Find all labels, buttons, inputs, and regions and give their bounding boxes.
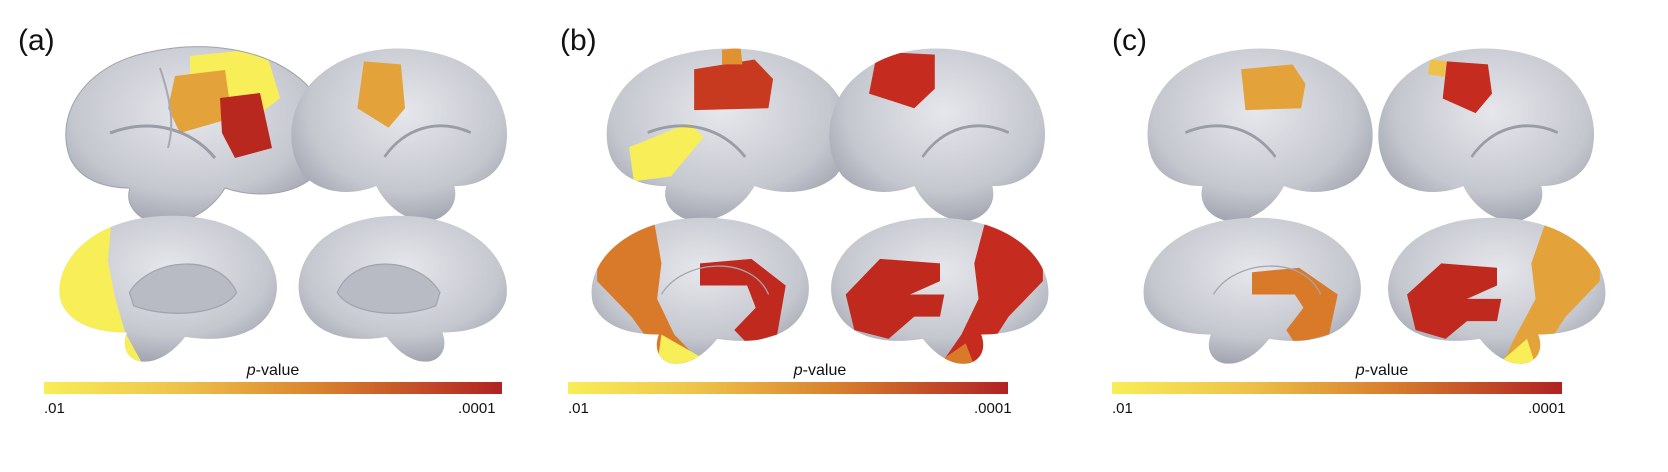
brain-medial-right-a <box>288 208 518 368</box>
colorbar-min-label-a: .01 <box>44 400 65 417</box>
colorbar-min-label-c: .01 <box>1112 400 1133 417</box>
colorbar-a <box>44 382 502 394</box>
panel-b: (b) <box>560 0 1080 472</box>
brain-lateral-right-a <box>290 40 520 230</box>
brain-lateral-left-b <box>592 40 852 230</box>
brain-lateral-left-c <box>1134 40 1374 230</box>
brain-medial-left-a <box>48 208 288 368</box>
brain-medial-right-b <box>820 210 1060 370</box>
colorbar-max-label-a: .0001 <box>458 400 496 417</box>
colorbar-min-label-b: .01 <box>568 400 589 417</box>
colorbar-title-c: p-value <box>1355 362 1409 379</box>
brain-medial-right-c <box>1377 210 1617 370</box>
panel-label-a: (a) <box>18 24 55 57</box>
brain-medial-left-b <box>580 210 820 370</box>
brain-lateral-right-b <box>828 40 1058 230</box>
colorbar-title-b: p-value <box>793 362 847 379</box>
colorbar-max-label-b: .0001 <box>974 400 1012 417</box>
colorbar-c <box>1112 382 1562 394</box>
brain-medial-left-c <box>1132 210 1372 370</box>
colorbar-b <box>568 382 1008 394</box>
colorbar-max-label-c: .0001 <box>1528 400 1566 417</box>
brain-lateral-left-a <box>50 38 330 233</box>
panel-label-c: (c) <box>1112 24 1147 57</box>
panel-a: (a) <box>18 0 528 472</box>
colorbar-title-a: p-value <box>246 362 300 379</box>
brain-lateral-right-c <box>1377 40 1607 230</box>
panel-label-b: (b) <box>560 24 597 57</box>
panel-c: (c) <box>1112 0 1652 472</box>
